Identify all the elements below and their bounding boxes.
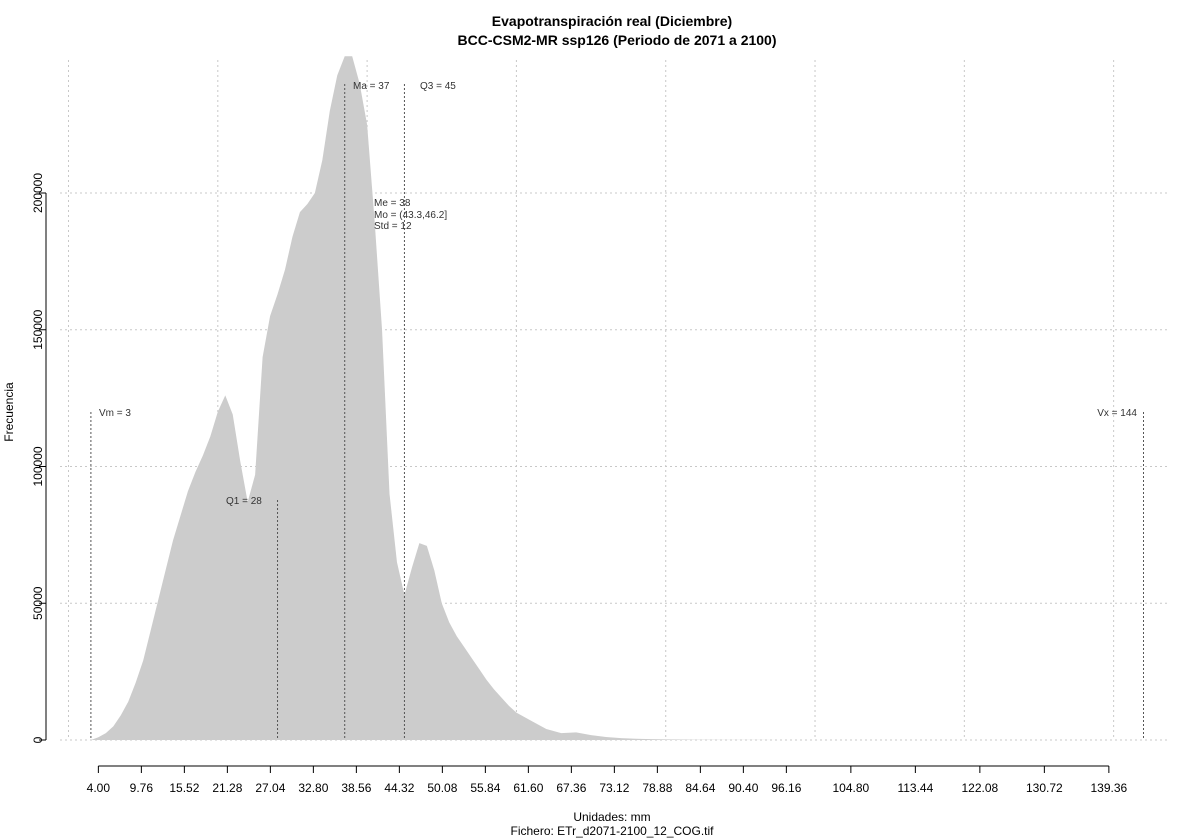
mean-label: Ma = 37 xyxy=(353,81,390,92)
x-tick-label: 21.28 xyxy=(212,781,242,795)
x-tick-label: 139.36 xyxy=(1091,781,1128,795)
x-tick-label: 55.84 xyxy=(470,781,500,795)
marker-layer xyxy=(90,84,1144,740)
x-tick-label: 50.08 xyxy=(427,781,457,795)
x-tick-label: 61.60 xyxy=(513,781,543,795)
median-label: Me = 38 xyxy=(374,198,411,209)
y-tick-label: 200000 xyxy=(31,173,45,213)
x-tick-label: 27.04 xyxy=(255,781,285,795)
q1-label: Q1 = 28 xyxy=(226,496,262,507)
x-tick-label: 73.12 xyxy=(599,781,629,795)
y-tick-label: 150000 xyxy=(31,309,45,349)
y-tick-label: 50000 xyxy=(31,586,45,620)
x-tick-label: 113.44 xyxy=(897,781,933,795)
max-label: Vx = 144 xyxy=(1097,408,1137,419)
std-label: Std = 12 xyxy=(374,221,412,232)
y-tick-label: 100000 xyxy=(31,446,45,486)
x-tick-label: 32.80 xyxy=(298,781,328,795)
y-tick-label: 0 xyxy=(31,736,45,743)
x-tick-label: 96.16 xyxy=(771,781,801,795)
x-tick-label: 44.32 xyxy=(384,781,414,795)
min-label: Vm = 3 xyxy=(99,408,131,419)
x-tick-label: 130.72 xyxy=(1026,781,1063,795)
x-ticks: 4.00 9.76 15.52 21.28 27.04 32.80 38.56 44.32 50… xyxy=(87,766,1128,795)
y-ticks: 0 50000 100000 150000 200000 xyxy=(31,173,46,743)
y-axis-label: Frecuencia xyxy=(2,382,16,442)
x-tick-label: 122.08 xyxy=(962,781,999,795)
x-tick-label: 4.00 xyxy=(87,781,111,795)
x-tick-label: 15.52 xyxy=(169,781,199,795)
q3-label: Q3 = 45 xyxy=(420,81,456,92)
chart-subtitle: BCC-CSM2-MR ssp126 (Periodo de 2071 a 21… xyxy=(458,32,777,48)
x-tick-label: 67.36 xyxy=(556,781,586,795)
x-tick-label: 84.64 xyxy=(685,781,715,795)
x-tick-label: 104.80 xyxy=(833,781,870,795)
x-tick-label: 90.40 xyxy=(728,781,758,795)
x-tick-label: 38.56 xyxy=(341,781,371,795)
chart-title: Evapotranspiración real (Diciembre) xyxy=(492,13,732,29)
x-tick-label: 9.76 xyxy=(130,781,154,795)
footer-filename: Fichero: ETr_d2071-2100_12_COG.tif xyxy=(511,824,715,838)
density-area xyxy=(90,56,1144,740)
mode-label: Mo = (43.3,46.2] xyxy=(374,210,447,221)
x-axis-label: Unidades: mm xyxy=(573,810,650,824)
x-tick-label: 78.88 xyxy=(642,781,672,795)
